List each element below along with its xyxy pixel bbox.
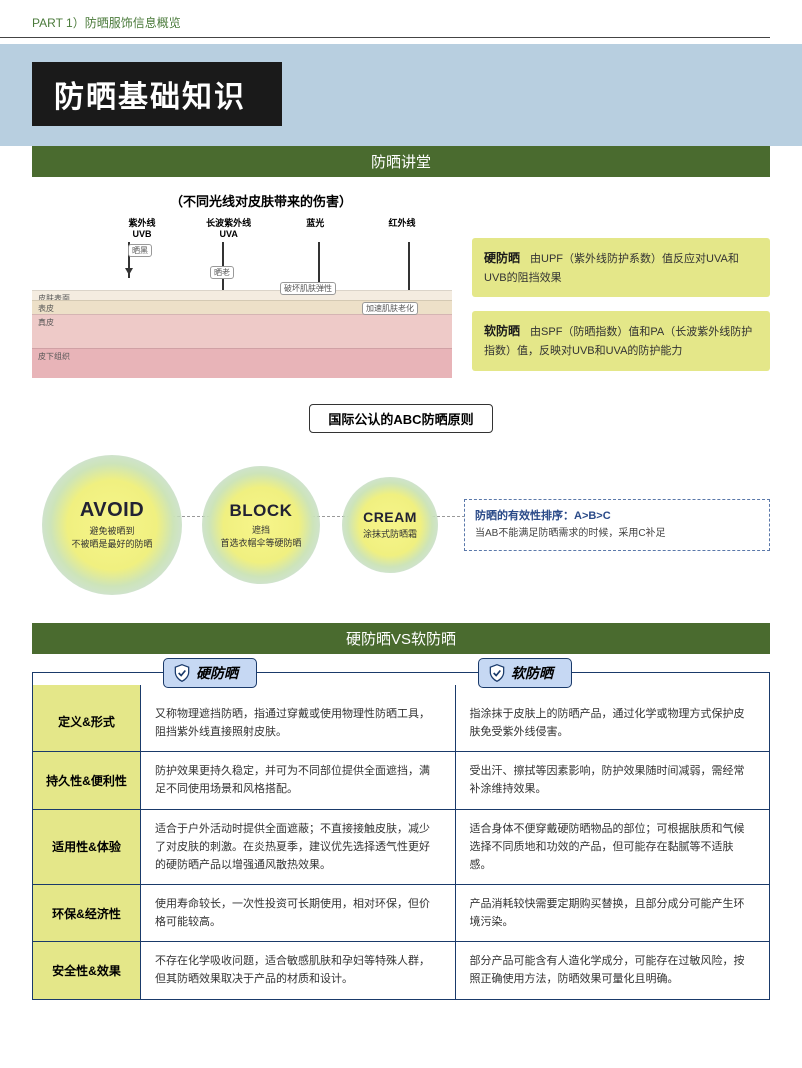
abc-circle-block: BLOCK 遮挡首选衣帽伞等硬防晒 [202,466,320,584]
comparison-table: 硬防晒 软防晒 定义&形式又称物理遮挡防晒，指通过穿戴或使用物理性防晒工具，阻挡… [32,672,770,1000]
skin-layer-label: 表皮 [38,303,54,314]
tab-soft: 软防晒 [478,658,572,688]
def-hard-box: 硬防晒由UPF（紫外线防护系数）值反应对UVA和UVB的阻挡效果 [472,238,770,297]
row-cell-soft: 适合身体不便穿戴硬防晒物品的部位；可根据肤质和气候选择不同质地和功效的产品，但可… [456,810,770,884]
def-hard-label: 硬防晒 [484,251,520,265]
table-row: 安全性&效果不存在化学吸收问题，适合敏感肌肤和孕妇等特殊人群，但其防晒效果取决于… [33,941,769,998]
skin-layer: 皮下组织 [32,348,452,378]
tab-hard-label: 硬防晒 [196,663,238,683]
effect-tag: 晒黑 [128,244,152,257]
skin-layer: 真皮 [32,314,452,348]
lecture-section: （不同光线对皮肤带来的伤害） 紫外线UVB长波紫外线UVA蓝光红外线 皮肤表面表… [32,177,770,386]
def-hard-text: 由UPF（紫外线防护系数）值反应对UVA和UVB的阻挡效果 [484,253,739,284]
def-soft-label: 软防晒 [484,324,520,338]
row-cell-hard: 使用寿命较长，一次性投资可长期使用，相对环保，但价格可能较高。 [141,885,456,941]
rank-text: 当AB不能满足防晒需求的时候，采用C补足 [475,528,666,539]
row-cell-hard: 防护效果更持久稳定，并可为不同部位提供全面遮挡，满足不同使用场景和风格搭配。 [141,752,456,808]
abc-section: 国际公认的ABC防晒原则 AVOID 避免被晒到不被晒是最好的防晒 BLOCK … [32,404,770,611]
table-row: 定义&形式又称物理遮挡防晒，指通过穿戴或使用物理性防晒工具，阻挡紫外线直接照射皮… [33,673,769,751]
abc-title: 国际公认的ABC防晒原则 [309,404,492,433]
skin-layer: 皮肤表面 [32,290,452,300]
row-cell-hard: 不存在化学吸收问题，适合敏感肌肤和孕妇等特殊人群，但其防晒效果取决于产品的材质和… [141,942,456,998]
table-row: 环保&经济性使用寿命较长，一次性投资可长期使用，相对环保，但价格可能较高。产品消… [33,884,769,941]
abc-avoid-title: AVOID [80,499,144,522]
section-bar-lecture: 防晒讲堂 [32,146,770,177]
skin-layer-label: 皮下组织 [38,351,70,362]
row-label: 环保&经济性 [33,885,141,941]
row-label: 适用性&体验 [33,810,141,884]
shield-icon [487,663,507,683]
tab-soft-label: 软防晒 [511,663,553,683]
effect-tag: 加速肌肤老化 [362,302,418,315]
lecture-subtitle: （不同光线对皮肤带来的伤害） [0,191,770,210]
shield-icon [172,663,192,683]
abc-block-desc: 遮挡首选衣帽伞等硬防晒 [214,524,307,549]
table-row: 持久性&便利性防护效果更持久稳定，并可为不同部位提供全面遮挡，满足不同使用场景和… [33,751,769,808]
abc-avoid-desc: 避免被晒到不被晒是最好的防晒 [65,525,158,550]
abc-circle-avoid: AVOID 避免被晒到不被晒是最好的防晒 [42,455,182,595]
row-label: 安全性&效果 [33,942,141,998]
table-row: 适用性&体验适合于户外活动时提供全面遮蔽；不直接接触皮肤，减少了对皮肤的刺激。在… [33,809,769,884]
vs-section: 硬防晒VS软防晒 硬防晒 软防晒 定义&形式又称物理遮挡防晒，指通过穿戴或使用物… [32,623,770,1000]
definition-boxes: 硬防晒由UPF（紫外线防护系数）值反应对UVA和UVB的阻挡效果 软防晒由SPF… [472,218,770,371]
section-bar-vs: 硬防晒VS软防晒 [32,623,770,654]
row-cell-soft: 受出汗、擦拭等因素影响，防护效果随时间减弱，需经常补涂维持效果。 [456,752,770,808]
abc-block-title: BLOCK [230,501,293,521]
ray-label: 紫外线UVB [112,218,172,240]
rank-box: 防晒的有效性排序：A>B>C 当AB不能满足防晒需求的时候，采用C补足 [464,499,770,551]
row-label: 定义&形式 [33,685,141,751]
abc-circle-cream: CREAM 涂抹式防晒霜 [342,477,438,573]
hero-banner: 防晒基础知识 [0,44,802,146]
ray-label: 蓝光 [285,218,345,240]
row-cell-hard: 适合于户外活动时提供全面遮蔽；不直接接触皮肤，减少了对皮肤的刺激。在炎热夏季，建… [141,810,456,884]
row-cell-soft: 部分产品可能含有人造化学成分，可能存在过敏风险，按照正确使用方法，防晒效果可量化… [456,942,770,998]
abc-cream-title: CREAM [363,509,417,525]
row-cell-hard: 又称物理遮挡防晒，指通过穿戴或使用物理性防晒工具，阻挡紫外线直接照射皮肤。 [141,685,456,751]
row-cell-soft: 指涂抹于皮肤上的防晒产品，通过化学或物理方式保护皮肤免受紫外线侵害。 [456,685,770,751]
breadcrumb: PART 1）防晒服饰信息概览 [0,0,770,38]
ray-label: 长波紫外线UVA [199,218,259,240]
tab-hard: 硬防晒 [163,658,257,688]
skin-diagram: 紫外线UVB 长波紫外线UVA 蓝光 红外线 皮肤表面表皮真皮皮下组织 晒黑晒老破坏肌… [32,218,452,378]
row-cell-soft: 产品消耗较快需要定期购买替换，且部分成分可能产生环境污染。 [456,885,770,941]
ray-label: 红外线 [372,218,432,240]
page-title: 防晒基础知识 [32,62,282,126]
effect-tag: 破坏肌肤弹性 [280,282,336,295]
abc-cream-desc: 涂抹式防晒霜 [357,528,423,541]
effect-tag: 晒老 [210,266,234,279]
skin-layer-label: 真皮 [38,317,54,328]
row-label: 持久性&便利性 [33,752,141,808]
rank-title: 防晒的有效性排序：A>B>C [475,510,611,522]
def-soft-box: 软防晒由SPF（防晒指数）值和PA（长波紫外线防护指数）值，反映对UVB和UVA… [472,311,770,370]
def-soft-text: 由SPF（防晒指数）值和PA（长波紫外线防护指数）值，反映对UVB和UVA的防护… [484,326,752,357]
